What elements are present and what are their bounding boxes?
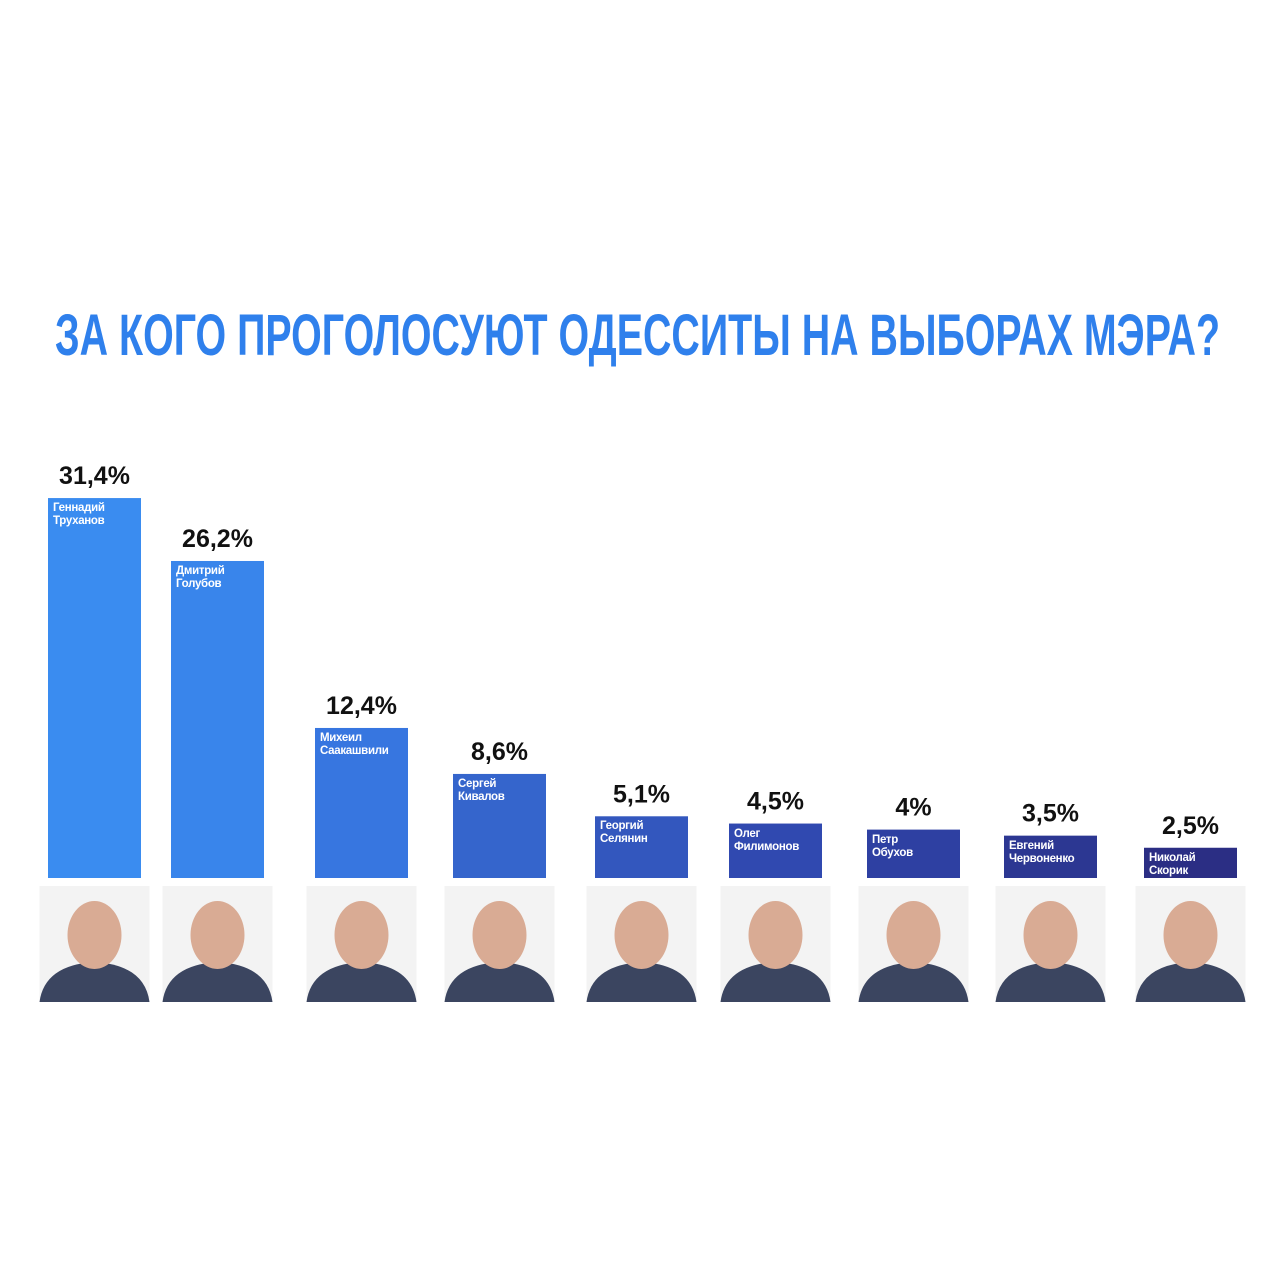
photo-shoulders <box>858 962 969 1002</box>
value-label: 5,1% <box>613 780 670 808</box>
category-label-box: Михеил Саакашвили <box>320 731 389 757</box>
photo-head <box>614 901 669 969</box>
value-label: 4% <box>895 794 931 822</box>
photo-head <box>334 901 389 969</box>
category-label-box: Петр Обухов <box>872 833 913 859</box>
photo-shoulders <box>586 962 697 1002</box>
value-label: 4,5% <box>747 788 804 816</box>
photo-head <box>1163 901 1218 969</box>
category-label-box: Николай Скорик <box>1149 851 1196 877</box>
photo-shoulders <box>995 962 1106 1002</box>
bar <box>867 829 960 878</box>
category-label: Сергей Кивалов <box>458 777 505 803</box>
category-label: Николай Скорик <box>1149 851 1196 877</box>
value-label: 26,2% <box>182 525 253 553</box>
category-label: Дмитрий Голубов <box>176 564 225 590</box>
candidate-photo <box>444 886 555 1002</box>
photo-head <box>886 901 941 969</box>
category-label: Геннадий Труханов <box>53 502 105 528</box>
photo-head <box>1023 901 1078 969</box>
category-label-box: Геннадий Труханов <box>53 502 105 528</box>
photo-shoulders <box>39 962 150 1002</box>
bar <box>1144 847 1237 878</box>
photo-head <box>67 901 122 969</box>
candidate-photo <box>720 886 831 1002</box>
candidate-photo <box>858 886 969 1002</box>
candidate-photo <box>306 886 417 1002</box>
photo-shoulders <box>1135 962 1246 1002</box>
candidate-photo <box>39 886 150 1002</box>
candidate-photo <box>586 886 697 1002</box>
bar <box>595 816 688 878</box>
category-label-box: Олег Филимонов <box>734 827 799 853</box>
category-label: Олег Филимонов <box>734 827 799 853</box>
photo-shoulders <box>162 962 273 1002</box>
bar <box>1004 835 1097 878</box>
photo-shoulders <box>444 962 555 1002</box>
bar <box>315 727 408 878</box>
category-label: Михеил Саакашвили <box>320 731 389 757</box>
value-label: 3,5% <box>1022 800 1079 828</box>
photo-shoulders <box>306 962 417 1002</box>
photo-head <box>748 901 803 969</box>
bar <box>48 498 141 878</box>
category-label: Петр Обухов <box>872 833 913 859</box>
category-label-box: Дмитрий Голубов <box>176 564 225 590</box>
category-label-box: Георгий Селянин <box>600 820 648 846</box>
photo-head <box>472 901 527 969</box>
category-label: Георгий Селянин <box>600 820 648 846</box>
bar <box>729 823 822 878</box>
chart-title: ЗА КОГО ПРОГОЛОСУЮТ ОДЕССИТЫ НА ВЫБОРАХ … <box>55 303 1220 368</box>
category-label: Евгений Червоненко <box>1009 839 1075 865</box>
value-label: 12,4% <box>326 692 397 720</box>
bar <box>453 773 546 878</box>
value-label: 31,4% <box>59 462 130 490</box>
photo-shoulders <box>720 962 831 1002</box>
value-label: 2,5% <box>1162 812 1219 840</box>
candidate-photo <box>1135 886 1246 1002</box>
bar <box>171 560 264 878</box>
category-label-box: Евгений Червоненко <box>1009 839 1075 865</box>
photo-head <box>190 901 245 969</box>
candidate-photo <box>162 886 273 1002</box>
candidate-photo <box>995 886 1106 1002</box>
category-label-box: Сергей Кивалов <box>458 777 505 803</box>
value-label: 8,6% <box>471 738 528 766</box>
